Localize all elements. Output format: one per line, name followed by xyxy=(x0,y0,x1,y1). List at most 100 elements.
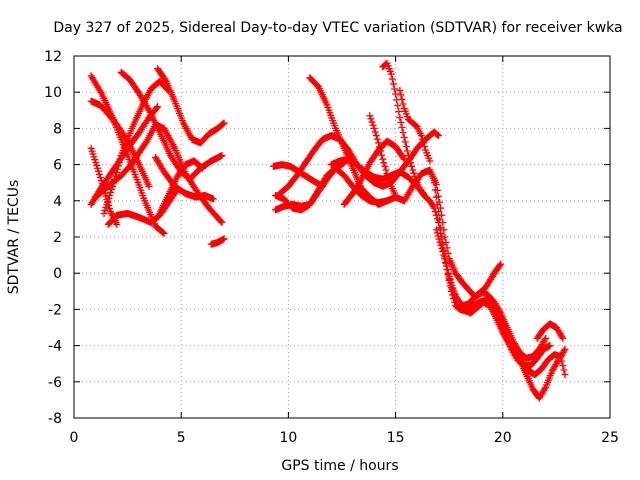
data-point xyxy=(541,336,549,344)
chart-title: Day 327 of 2025, Sidereal Day-to-day VTE… xyxy=(53,20,622,36)
y-tick-label: 10 xyxy=(44,85,62,101)
data-point xyxy=(440,251,448,259)
data-point xyxy=(388,75,396,83)
y-tick-label: 2 xyxy=(53,230,62,246)
data-point xyxy=(95,167,103,175)
data-point xyxy=(97,177,105,185)
data-point xyxy=(434,208,442,216)
data-point xyxy=(113,220,121,228)
data-point xyxy=(367,115,375,123)
data-point xyxy=(433,200,441,208)
data-point xyxy=(382,166,390,174)
data-point xyxy=(441,255,449,263)
data-point xyxy=(160,229,168,237)
data-point xyxy=(430,179,438,187)
data-point xyxy=(421,143,429,150)
data-point xyxy=(437,224,445,232)
data-point xyxy=(114,162,122,170)
data-point xyxy=(144,105,152,113)
data-point xyxy=(372,132,380,140)
y-tick-label: -8 xyxy=(48,411,62,427)
data-point xyxy=(426,157,434,165)
data-point xyxy=(106,205,114,213)
data-point xyxy=(407,159,415,167)
data-point xyxy=(385,176,393,184)
data-point xyxy=(444,249,452,257)
data-point xyxy=(389,80,397,88)
data-point xyxy=(408,162,416,170)
data-point xyxy=(102,203,110,211)
data-point xyxy=(559,362,567,370)
data-point xyxy=(219,120,227,128)
y-tick-label: 0 xyxy=(53,266,62,282)
data-point xyxy=(383,170,391,178)
data-point xyxy=(404,152,412,160)
y-tick-label: 4 xyxy=(53,194,62,210)
data-point xyxy=(496,307,504,315)
data-point xyxy=(373,135,381,143)
data-point xyxy=(417,132,425,140)
data-point xyxy=(110,175,118,183)
data-point xyxy=(376,143,384,151)
series-arc-12 xyxy=(207,235,228,248)
x-tick-label: 10 xyxy=(279,430,297,446)
data-point xyxy=(378,151,386,159)
data-point xyxy=(396,114,404,122)
data-point xyxy=(559,334,567,342)
data-point xyxy=(107,188,115,196)
grid-lines xyxy=(74,56,610,418)
data-point xyxy=(406,155,414,163)
data-point xyxy=(398,123,406,131)
data-point xyxy=(437,204,445,212)
data-point xyxy=(153,104,161,112)
data-point xyxy=(560,366,568,374)
series-arc-10 xyxy=(156,157,207,217)
data-point xyxy=(497,260,505,268)
data-point xyxy=(370,124,378,132)
data-point xyxy=(366,112,374,120)
data-point xyxy=(399,100,407,108)
x-tick-label: 20 xyxy=(494,430,512,446)
data-point xyxy=(392,90,400,98)
x-tick-labels: 0 5 10 15 20 25 xyxy=(70,430,619,446)
data-point xyxy=(443,266,451,274)
series-arc-20 xyxy=(366,112,400,199)
data-point xyxy=(400,133,408,141)
data-point xyxy=(392,191,400,199)
data-point xyxy=(154,103,162,111)
data-point xyxy=(220,235,228,243)
data-point xyxy=(409,166,417,174)
data-point xyxy=(558,333,566,341)
data-point xyxy=(442,258,450,266)
data-point xyxy=(438,211,446,219)
data-point xyxy=(436,238,444,246)
data-point xyxy=(397,119,405,127)
data-point xyxy=(541,385,549,393)
data-point xyxy=(431,186,439,194)
data-point xyxy=(432,193,440,201)
data-point xyxy=(98,180,106,188)
x-axis-label: GPS time / hours xyxy=(281,458,398,474)
y-axis-label: SDTVAR / TECUs xyxy=(6,180,22,295)
data-point xyxy=(108,185,116,193)
data-point xyxy=(145,182,153,190)
data-point xyxy=(116,155,124,163)
data-point xyxy=(386,179,394,187)
data-point xyxy=(374,139,382,147)
data-point xyxy=(381,162,389,170)
data-point xyxy=(398,95,406,103)
data-point xyxy=(433,229,441,237)
data-point xyxy=(103,200,111,208)
data-point xyxy=(399,154,407,162)
data-point xyxy=(198,163,206,171)
data-point xyxy=(401,138,409,146)
data-point xyxy=(384,173,392,181)
data-point xyxy=(434,232,442,240)
x-tick-label: 25 xyxy=(601,430,619,446)
data-point xyxy=(111,172,119,180)
y-tick-label: -2 xyxy=(48,302,62,318)
data-point xyxy=(396,86,404,94)
data-point xyxy=(104,197,112,205)
x-tick-label: 5 xyxy=(177,430,186,446)
data-point xyxy=(96,174,104,182)
